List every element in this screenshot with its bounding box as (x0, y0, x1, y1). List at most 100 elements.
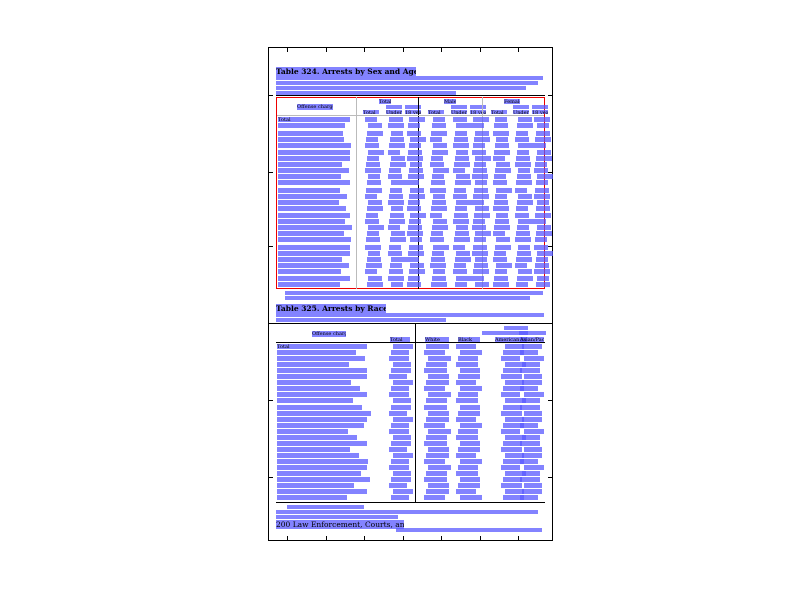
column-header: Under 18 years (451, 110, 467, 114)
tick-mark (268, 246, 273, 247)
table-cell (456, 489, 476, 495)
table-cell (454, 161, 470, 167)
table-cell (431, 206, 447, 212)
row-label (277, 458, 368, 464)
table-cell (366, 161, 380, 167)
row-label (278, 257, 342, 263)
table-cell (433, 194, 445, 200)
table-cell (501, 356, 520, 362)
headnote (276, 86, 526, 90)
row-label (277, 471, 361, 477)
table-cell (366, 263, 382, 269)
row-label (277, 434, 357, 440)
table-cell (475, 155, 491, 161)
table-cell (391, 477, 411, 483)
tick-mark (364, 47, 365, 52)
column-header: Under 18 years (513, 110, 529, 114)
table-cell (517, 123, 533, 129)
table-cell (365, 167, 381, 173)
table-cell (522, 471, 540, 477)
table-cell (524, 465, 544, 470)
table-cell (537, 224, 551, 230)
headnote (276, 91, 456, 95)
column-header: Asian/Pacific Islander (520, 337, 544, 342)
table-cell (430, 212, 442, 218)
table-cell (453, 269, 467, 275)
table-cell (503, 495, 524, 501)
table-cell (407, 131, 421, 137)
table-cell (368, 123, 382, 129)
table-cell (522, 452, 542, 458)
table-cell (454, 188, 466, 194)
row-label (278, 263, 349, 269)
table-cell (367, 281, 383, 287)
table-cell (409, 117, 425, 122)
table-cell (455, 230, 469, 236)
table-cell (473, 143, 485, 149)
table-cell (428, 410, 449, 416)
table-cell (524, 356, 544, 362)
table-cell (428, 356, 451, 362)
table-cell (516, 131, 528, 137)
table-cell (458, 465, 478, 470)
table-cell (389, 465, 409, 470)
tick-mark (268, 400, 273, 401)
table-cell (516, 155, 530, 161)
table-cell (453, 117, 467, 122)
row-label (277, 440, 367, 446)
table-cell (410, 137, 426, 143)
table-cell (389, 410, 407, 416)
table-cell (430, 161, 444, 167)
table-cell (494, 224, 510, 230)
table-cell (391, 458, 409, 464)
row-label (277, 350, 356, 356)
table-cell (454, 212, 468, 218)
table-cell (431, 180, 445, 185)
table-cell (518, 143, 534, 149)
table-cell (424, 458, 445, 464)
table-cell (522, 380, 542, 386)
table-cell (408, 173, 424, 179)
column-header (532, 105, 548, 109)
row-label (278, 281, 340, 287)
table-cell (474, 263, 488, 269)
table-cell (460, 404, 480, 410)
table-cell (410, 212, 426, 218)
group-header: Male (444, 99, 456, 104)
table-cell (426, 380, 449, 386)
table-cell (389, 117, 403, 122)
table-cell (393, 398, 411, 404)
table-cell (430, 188, 446, 194)
tick-mark (326, 47, 327, 52)
table-cell (409, 218, 421, 224)
table-cell (515, 212, 529, 218)
table-cell (474, 212, 490, 218)
table-cell (454, 236, 470, 242)
table-cell (495, 117, 507, 122)
table-cell (456, 173, 470, 179)
column-header (504, 326, 528, 330)
table-cell (458, 410, 480, 416)
table-cell (408, 123, 420, 129)
tick-mark (548, 95, 553, 96)
table-cell (428, 428, 451, 434)
table-cell (472, 200, 484, 206)
table-cell (389, 356, 409, 362)
table-cell (456, 149, 468, 155)
column-header: 18 years and over (532, 110, 548, 114)
table-cell (474, 188, 488, 194)
table-cell (456, 398, 478, 404)
table-cell (391, 386, 409, 392)
table-cell (505, 380, 524, 386)
table-cell (430, 263, 446, 269)
table-cell (453, 167, 465, 173)
table-cell (501, 446, 522, 452)
table-cell (368, 173, 380, 179)
table-cell (535, 161, 547, 167)
table-cell (367, 155, 379, 161)
table-cell (496, 263, 512, 269)
table-cell (516, 206, 528, 212)
table-cell (367, 131, 383, 137)
table-cell (368, 200, 382, 206)
table-cell (496, 212, 508, 218)
